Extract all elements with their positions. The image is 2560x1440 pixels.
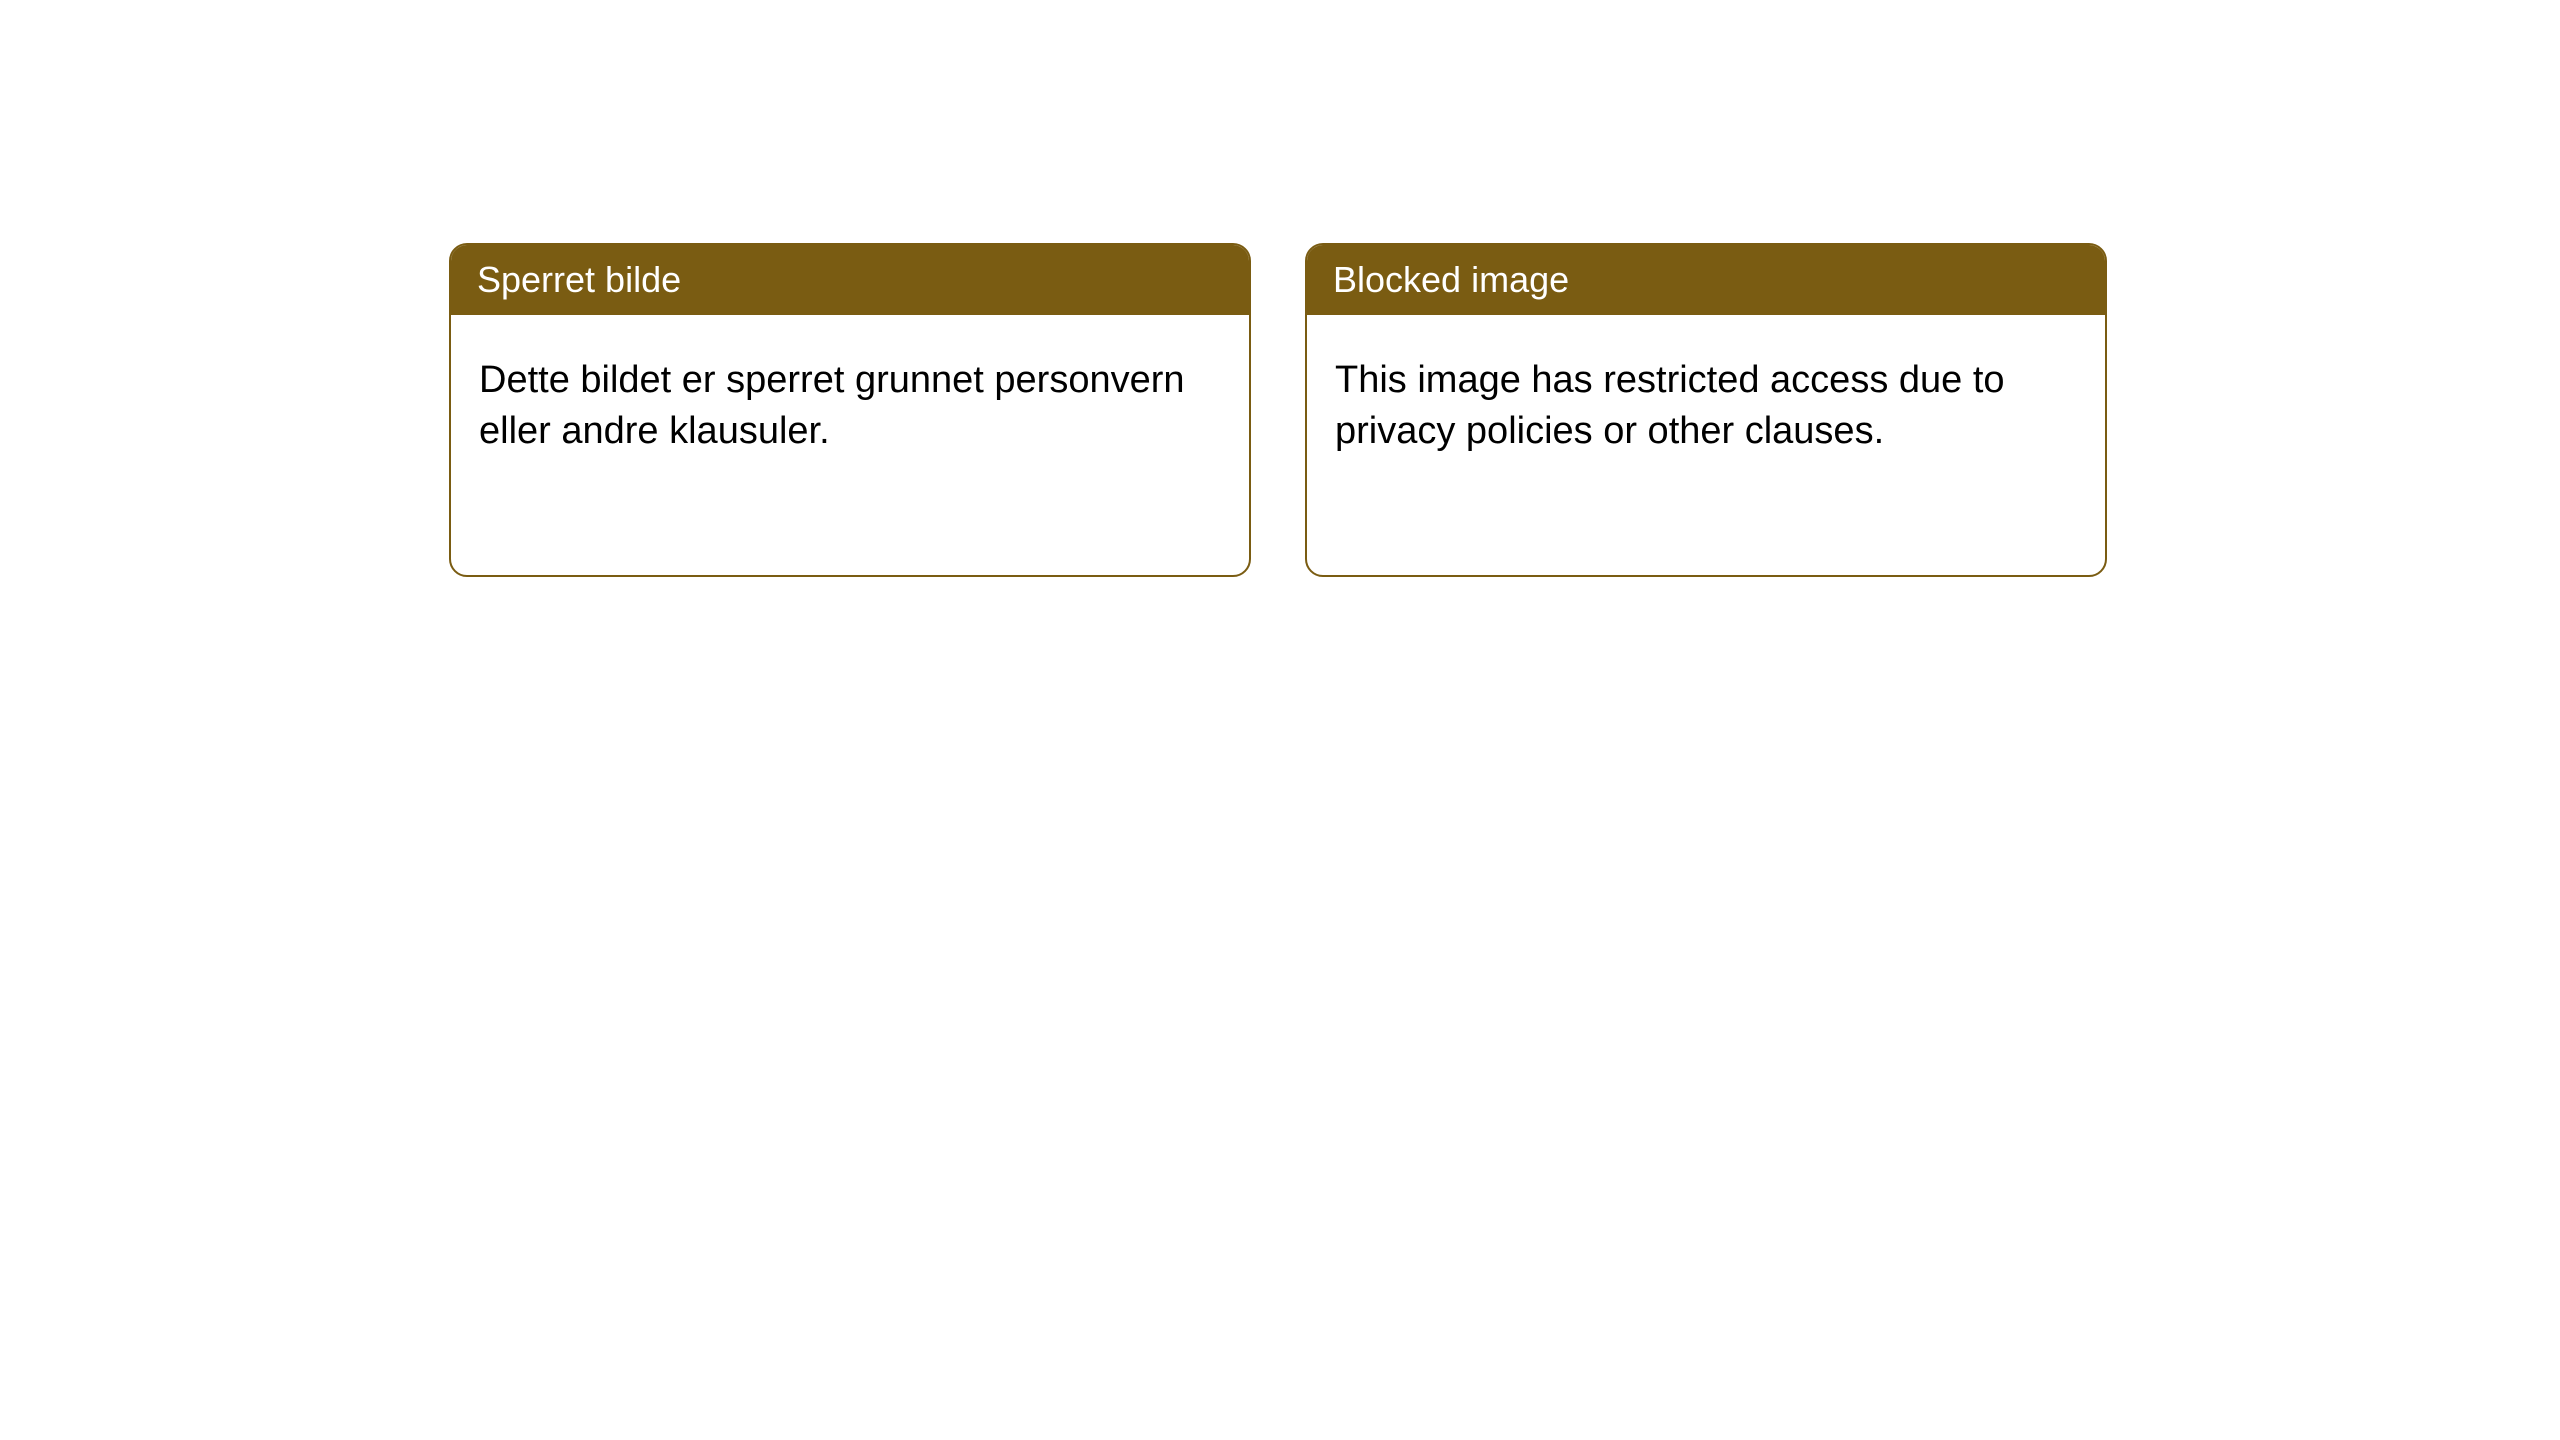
notice-title: Blocked image [1333, 259, 1569, 300]
notice-card-norwegian: Sperret bilde Dette bildet er sperret gr… [449, 243, 1251, 577]
notice-card-english: Blocked image This image has restricted … [1305, 243, 2107, 577]
notice-header: Sperret bilde [451, 245, 1249, 315]
notice-body: This image has restricted access due to … [1307, 315, 2105, 498]
notice-header: Blocked image [1307, 245, 2105, 315]
notice-container: Sperret bilde Dette bildet er sperret gr… [0, 0, 2560, 577]
notice-text: Dette bildet er sperret grunnet personve… [479, 359, 1185, 452]
notice-title: Sperret bilde [477, 259, 681, 300]
notice-body: Dette bildet er sperret grunnet personve… [451, 315, 1249, 498]
notice-text: This image has restricted access due to … [1335, 359, 2005, 452]
